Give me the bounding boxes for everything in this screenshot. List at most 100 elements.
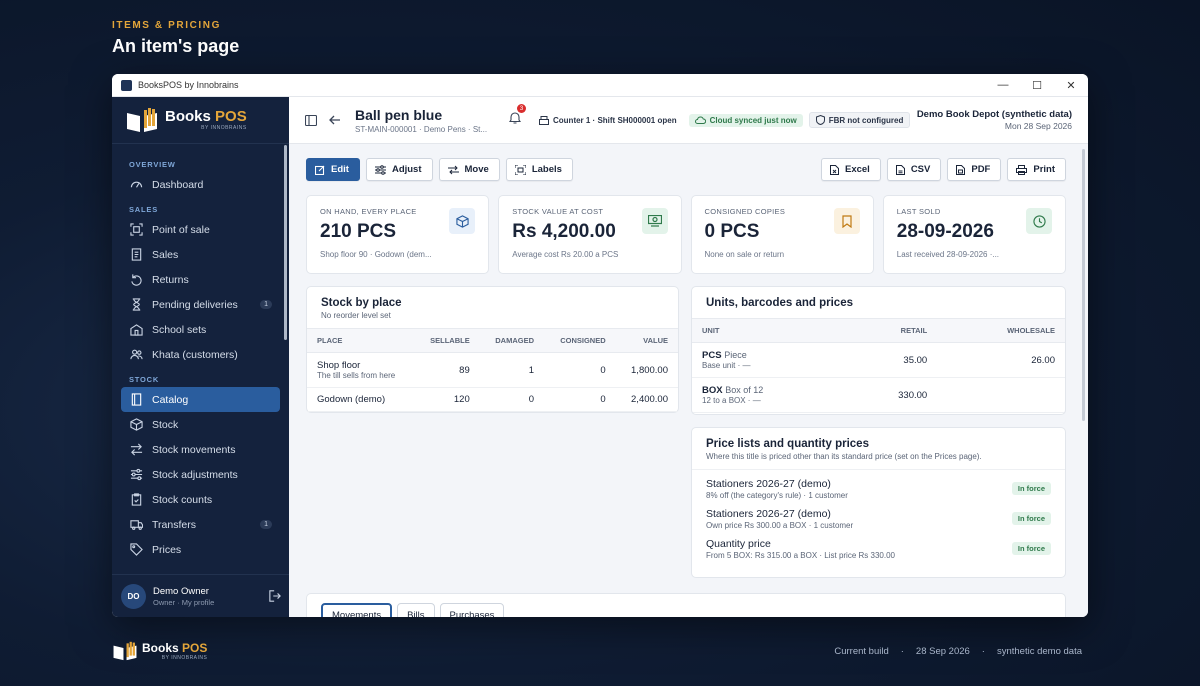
sidebar-scrollbar[interactable] — [284, 145, 287, 340]
user-profile[interactable]: DO Demo Owner Owner · My profile — [112, 574, 289, 617]
store-name: Demo Book Depot (synthetic data) — [916, 109, 1072, 120]
main-scrollbar[interactable] — [1082, 149, 1085, 421]
counter-status[interactable]: Counter 1 · Shift SH000001 open — [533, 114, 683, 127]
sidebar-item-label: School sets — [152, 323, 207, 336]
item-content: Edit Adjust Move Labels Excel CSV PDF Pr… — [289, 144, 1088, 617]
damaged-cell: 0 — [479, 387, 545, 412]
stat-note: Shop floor 90 · Godown (dem... — [320, 250, 432, 259]
price-list-row[interactable]: Stationers 2026-27 (demo) Own price Rs 30… — [692, 504, 1065, 534]
store-date: Mon 28 Sep 2026 — [1004, 121, 1072, 131]
box-icon — [129, 418, 143, 432]
register-icon — [539, 115, 549, 125]
price-list-row[interactable]: Stationers 2026-27 (demo) 8% off (the cat… — [692, 474, 1065, 504]
sellable-cell: 89 — [414, 352, 480, 388]
move-button[interactable]: Move — [438, 158, 500, 181]
sidebar-item-pending-deliveries[interactable]: Pending deliveries 1 — [121, 292, 280, 317]
adjust-button[interactable]: Adjust — [365, 158, 433, 181]
close-button[interactable]: ✕ — [1066, 79, 1076, 92]
stat-note: None on sale or return — [704, 250, 785, 259]
table-row[interactable]: BOX Box of 12 12 to a BOX · — 330.00 — [692, 377, 1065, 413]
stock-by-place-table: PLACE SELLABLE DAMAGED CONSIGNED VALUE S… — [307, 328, 678, 412]
column-header[interactable]: WHOLESALE — [937, 318, 1065, 343]
unit-name: Box of 12 — [725, 385, 764, 395]
logout-icon[interactable] — [261, 590, 289, 602]
brand-sub: BY INNOBRAINS — [161, 654, 208, 661]
nav-section-stock: STOCK — [129, 375, 160, 384]
sidebar-item-stock[interactable]: Stock — [121, 412, 280, 437]
sidebar-nav: OVERVIEW Dashboard SALES Point of sale S… — [112, 144, 289, 562]
shield-icon — [815, 115, 825, 125]
panels: Stock by place No reorder level set PLAC… — [306, 286, 1066, 578]
sidebar-item-catalog[interactable]: Catalog — [121, 387, 280, 412]
labels-button-label: Labels — [531, 164, 562, 175]
sidebar-item-stock-counts[interactable]: Stock counts — [121, 487, 280, 512]
column-header[interactable]: UNIT — [692, 318, 845, 343]
column-header[interactable]: SELLABLE — [414, 328, 480, 353]
csv-button-label: CSV — [910, 164, 931, 175]
tag-icon — [129, 543, 143, 557]
sidebar-item-school-sets[interactable]: School sets — [121, 317, 280, 342]
price-list-row[interactable]: Quantity price From 5 BOX: Rs 315.00 a BO… — [692, 534, 1065, 564]
back-arrow-icon[interactable] — [327, 115, 343, 125]
print-button-label: Print — [1033, 164, 1055, 175]
receipt-icon — [129, 248, 143, 262]
sliders-icon — [374, 164, 386, 175]
fbr-status[interactable]: FBR not configured — [808, 112, 911, 128]
pdf-button[interactable]: PDF — [947, 158, 1002, 181]
print-button[interactable]: Print — [1007, 158, 1066, 181]
column-header[interactable]: CONSIGNED — [544, 328, 616, 353]
sync-status[interactable]: Cloud synced just now — [688, 113, 803, 127]
adjust-button-label: Adjust — [391, 164, 422, 175]
excel-button[interactable]: Excel — [820, 158, 881, 181]
sidebar-toggle-icon[interactable] — [303, 114, 319, 126]
labels-button[interactable]: Labels — [505, 158, 573, 181]
sidebar-item-stock-movements[interactable]: Stock movements — [121, 437, 280, 462]
count-badge: 1 — [260, 520, 272, 529]
tab-purchases[interactable]: Purchases — [439, 603, 505, 617]
tab-movements[interactable]: Movements — [321, 603, 393, 617]
stock-by-place-panel: Stock by place No reorder level set PLAC… — [306, 286, 679, 413]
minimize-button[interactable]: — — [997, 79, 1009, 91]
footer-date: 28 Sep 2026 — [915, 645, 970, 657]
sidebar-item-khata[interactable]: Khata (customers) — [121, 342, 280, 367]
panel-title: Price lists and quantity prices — [706, 438, 869, 450]
clipboard-icon — [129, 493, 143, 507]
return-icon — [129, 273, 143, 287]
cube-icon — [449, 208, 476, 234]
stat-card-last-sold: LAST SOLD 28-09-2026 Last received 28-09… — [882, 195, 1066, 274]
sidebar-item-label: Point of sale — [152, 223, 210, 236]
table-row[interactable]: PCS Piece Base unit · — 35.00 26.00 — [692, 342, 1065, 378]
books-logo-icon — [127, 108, 157, 132]
column-header[interactable]: VALUE — [615, 328, 678, 353]
footer-meta: Current build · 28 Sep 2026 · synthetic demo… — [828, 646, 1088, 657]
sidebar-item-stock-adjustments[interactable]: Stock adjustments — [121, 462, 280, 487]
stat-label: LAST SOLD — [896, 207, 941, 216]
cloud-icon — [694, 116, 706, 124]
page-header: ITEMS & PRICING An item's page — [112, 20, 239, 57]
sellable-cell: 120 — [414, 387, 480, 412]
sidebar-item-point-of-sale[interactable]: Point of sale — [121, 217, 280, 242]
sidebar-item-dashboard[interactable]: Dashboard — [121, 172, 280, 197]
column-header[interactable]: DAMAGED — [479, 328, 545, 353]
column-header[interactable]: RETAIL — [844, 318, 938, 343]
stat-note: Last received 28-09-2026 ·... — [896, 250, 1000, 259]
page-footer: Books POS BY INNOBRAINS Current build · 28… — [112, 638, 1088, 664]
tab-bills[interactable]: Bills — [397, 603, 435, 617]
notifications-button[interactable]: 3 — [508, 104, 526, 129]
table-row[interactable]: Shop floor The till sells from here 89 1 … — [307, 352, 678, 388]
panel-title: Units, barcodes and prices — [706, 297, 853, 309]
action-bar: Edit Adjust Move Labels Excel CSV PDF Pr… — [306, 158, 1066, 181]
sidebar-item-label: Dashboard — [152, 178, 204, 191]
sidebar-item-returns[interactable]: Returns — [121, 267, 280, 292]
sidebar-item-sales[interactable]: Sales — [121, 242, 280, 267]
column-header[interactable]: PLACE — [307, 328, 415, 353]
brand-name-b: POS — [182, 640, 208, 655]
maximize-button[interactable]: ☐ — [1032, 79, 1042, 92]
sidebar-item-label: Transfers — [152, 518, 196, 531]
sidebar-item-prices[interactable]: Prices — [121, 537, 280, 562]
sidebar-item-label: Khata (customers) — [152, 348, 238, 361]
edit-button[interactable]: Edit — [306, 158, 360, 181]
csv-button[interactable]: CSV — [886, 158, 942, 181]
table-row[interactable]: Godown (demo) 120 0 0 2,400.00 — [307, 387, 678, 412]
sidebar-item-transfers[interactable]: Transfers 1 — [121, 512, 280, 537]
